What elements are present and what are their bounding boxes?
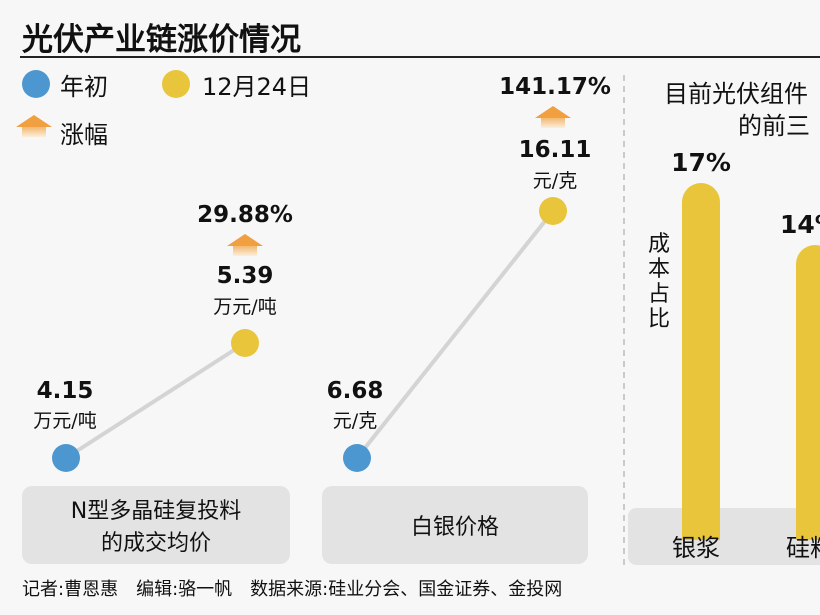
page-title: 光伏产业链涨价情况 [22,22,301,58]
bar-label-polysilicon: 14% [780,210,820,239]
polysilicon-start-unit: 万元/吨 [33,410,97,432]
footer-credits: 记者:曹恩惠 编辑:骆一帆 数据来源:硅业分会、国金证券、金投网 [22,579,563,600]
polysilicon-rise-arrow-icon [227,234,263,256]
silver-rise: 141.17% [499,74,611,100]
silver-end-unit: 元/克 [532,170,578,192]
silver-end-value: 16.11 [518,137,592,163]
legend-rise-label: 涨幅 [60,121,108,149]
bar-label-silver-paste: 17% [671,148,731,177]
bar-silver-paste [682,183,720,540]
polysilicon-end-value: 5.39 [216,263,274,289]
polysilicon-start-point [52,444,80,472]
legend-start-label: 年初 [60,73,108,101]
category-line: N型多晶硅复投料 [70,499,242,524]
bar-title-line1: 目前光伏组件 [664,80,808,108]
legend-end-label: 12月24日 [202,73,312,101]
silver-start-unit: 元/克 [332,410,378,432]
silver-start-point [343,444,371,472]
polysilicon-line [64,341,247,460]
polysilicon-end-point [231,329,259,357]
bar-category-band [628,508,820,565]
polysilicon-end-unit: 万元/吨 [213,296,277,318]
bar-polysilicon [796,245,820,540]
legend-end-dot [162,70,190,98]
polysilicon-rise: 29.88% [197,202,293,228]
legend-rise-arrow-icon [16,115,52,137]
silver-start-value: 6.68 [326,378,384,404]
bar-category-polysilicon: 硅料 [786,534,820,562]
silver-rise-arrow-icon [535,106,571,128]
legend-start-dot [22,70,50,98]
polysilicon-category: N型多晶硅复投料 的成交均价 [22,486,290,564]
silver-end-point [539,197,567,225]
bar-category-silver-paste: 银浆 [672,534,720,562]
silver-line [355,209,555,460]
category-line: 的成交均价 [100,531,211,556]
bar-ylabel: 成本占比 [648,232,671,332]
polysilicon-start-value: 4.15 [36,378,94,404]
silver-category: 白银价格 [322,486,588,564]
bar-title-line2: 的前三 [738,112,810,140]
title-rule [20,56,820,58]
